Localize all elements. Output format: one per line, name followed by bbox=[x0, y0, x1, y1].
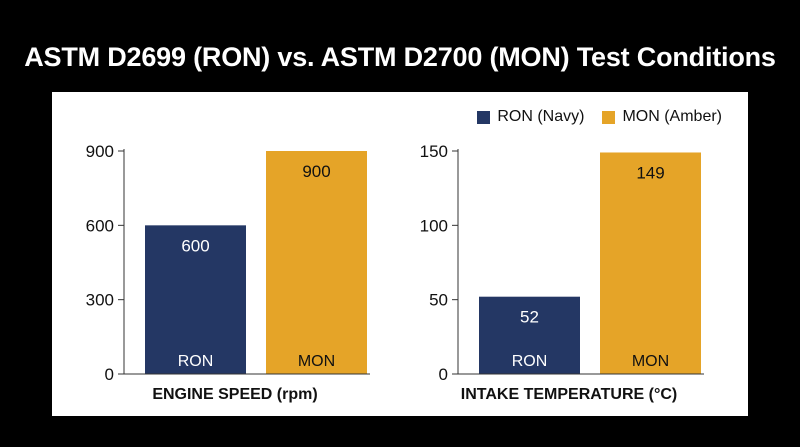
category-label-engine-speed-ron: RON bbox=[178, 353, 214, 370]
y-tick-label-intake-temp-150: 150 bbox=[420, 142, 448, 161]
x-axis-label-intake-temperature: INTAKE TEMPERATURE (°C) bbox=[460, 386, 678, 403]
legend-swatch-ron bbox=[477, 110, 491, 124]
category-label-engine-speed-mon: MON bbox=[298, 353, 335, 370]
y-tick-label-engine-speed-0: 0 bbox=[105, 365, 114, 384]
y-tick-label-engine-speed-900: 900 bbox=[86, 142, 114, 161]
legend: RON (Navy) MON (Amber) bbox=[459, 108, 722, 126]
y-tick-label-intake-temp-0: 0 bbox=[439, 365, 448, 384]
chart-title: ASTM D2699 (RON) vs. ASTM D2700 (MON) Te… bbox=[24, 42, 776, 72]
legend-label-mon: MON (Amber) bbox=[622, 108, 722, 125]
legend-swatch-mon bbox=[602, 110, 616, 124]
chart-panel: RON (Navy) MON (Amber) 600 RON 900 MON 0 300 6… bbox=[52, 92, 748, 416]
y-tick-label-intake-temp-100: 100 bbox=[420, 216, 448, 235]
value-label-intake-temp-mon: 149 bbox=[636, 163, 664, 182]
y-tick-label-engine-speed-600: 600 bbox=[86, 216, 114, 235]
category-label-intake-temp-ron: RON bbox=[512, 353, 548, 370]
x-axis-label-engine-speed: ENGINE SPEED (rpm) bbox=[152, 386, 318, 403]
bar-intake-temp-ron bbox=[479, 296, 580, 374]
legend-item-ron: RON (Navy) bbox=[477, 108, 584, 126]
value-label-engine-speed-ron: 600 bbox=[181, 236, 209, 255]
value-label-engine-speed-mon: 900 bbox=[302, 162, 330, 181]
y-tick-label-engine-speed-300: 300 bbox=[86, 291, 114, 310]
bar-engine-speed-ron bbox=[145, 225, 246, 374]
y-tick-label-intake-temp-50: 50 bbox=[429, 291, 448, 310]
legend-label-ron: RON (Navy) bbox=[497, 108, 585, 125]
category-label-intake-temp-mon: MON bbox=[632, 353, 669, 370]
bar-intake-temp-mon bbox=[600, 152, 701, 374]
bar-engine-speed-mon bbox=[266, 151, 367, 374]
value-label-intake-temp-ron: 52 bbox=[520, 308, 539, 327]
legend-item-mon: MON (Amber) bbox=[602, 108, 722, 126]
bar-charts: 600 RON 900 MON 0 300 600 900 52 RON 149 MON 0 50 100 1… bbox=[86, 142, 704, 384]
